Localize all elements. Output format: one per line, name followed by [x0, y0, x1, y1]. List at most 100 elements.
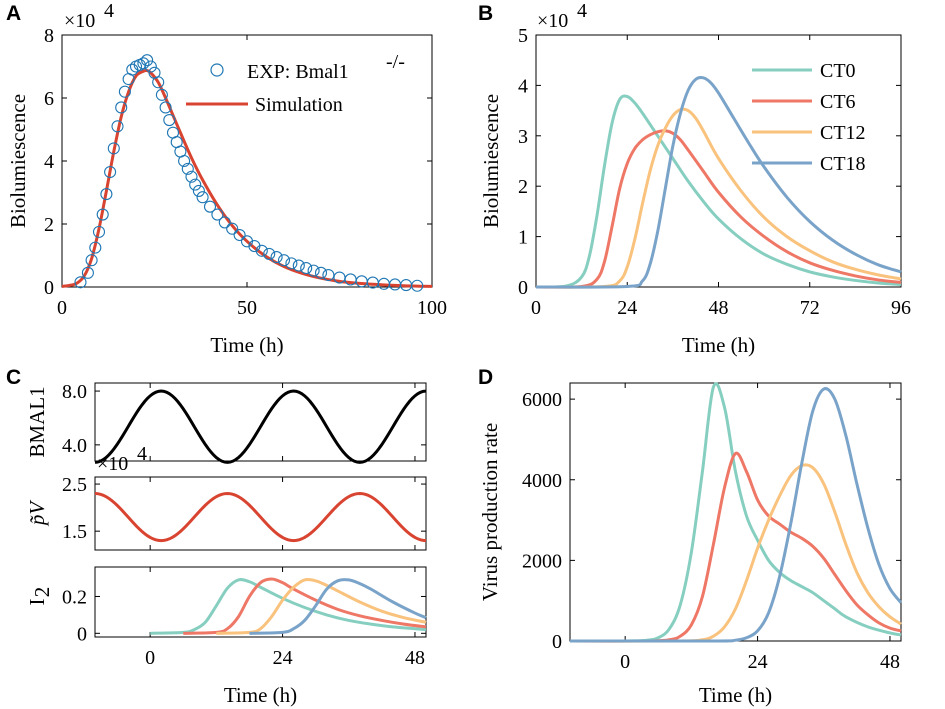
panel-a-ytick-label: 6: [44, 88, 54, 110]
panel-d-ytick-label: 0: [552, 631, 562, 653]
panel-a-exp-point: [152, 76, 165, 89]
panel-a-x-axis-label: Time (h): [210, 333, 283, 357]
panel-a-exponent-power: 4: [104, 0, 114, 22]
panel-a-exp-point: [107, 142, 120, 155]
panel-a-exp-point: [155, 88, 168, 101]
panel-c-i2-xtick-label: 0: [145, 647, 155, 669]
panel-a-exp-point: [100, 188, 113, 201]
panel-d-series-ct6: [569, 451, 902, 643]
panel-b-legend-label-ct12: CT12: [820, 122, 866, 144]
panel-b-ytick-label: 3: [518, 126, 528, 148]
panel-c-i2-axes-box: [94, 566, 427, 638]
panel-c-bmal1-ytick-label: 4.0: [62, 435, 87, 457]
panel-a-ytick-label: 0: [44, 277, 54, 299]
panel-a-legend-exp-superscript: -/-: [386, 51, 405, 73]
panel-b-ytick-label: 1: [518, 227, 528, 249]
panel-a-y-axis-label: Biolumiescence: [6, 94, 30, 228]
panel-b-chart: 0 24 48 72 96 0 1 2 3 4 5 ×10 4 Time (h) Biolumiescenc…: [479, 0, 911, 357]
panel-d-xtick-label: 48: [880, 651, 900, 673]
panel-c-i2-ytick-label: 0.2: [62, 586, 87, 608]
panel-a-exp-point: [81, 266, 94, 279]
panel-a-exp-point: [355, 275, 368, 288]
panel-c-i2-series-ct12: [216, 577, 427, 635]
panel-d-y-axis-label: Virus production rate: [478, 423, 502, 601]
panel-c-i2-xtick-label: 48: [405, 647, 425, 669]
panel-a-ytick-label: 2: [44, 214, 54, 236]
panel-b-legend-label-ct6: CT6: [820, 91, 856, 113]
panel-a-exp-point: [92, 225, 106, 238]
panel-d-x-axis-label: Time (h): [699, 683, 772, 707]
panel-a-legend-exp-label: EXP: Bmal1: [247, 61, 349, 83]
panel-c-pv-axes-box: [94, 476, 427, 551]
panel-c-i2-series-ct18: [249, 578, 427, 635]
panel-a-exp-point: [144, 60, 157, 73]
panel-c-bmal1-axes-box: [94, 382, 427, 462]
panel-d-ytick-label: 6000: [522, 389, 562, 411]
panel-c-i2-series-ct0: [150, 578, 427, 635]
panel-a-exp-point: [118, 85, 131, 98]
panel-c-pv-exponent-power: 4: [137, 443, 147, 465]
panel-c-pv-ytick-label: 1.5: [62, 521, 87, 543]
panel-a-exp-point: [233, 228, 246, 242]
panel-a-exp-point: [307, 264, 320, 277]
panel-a-exp-point: [85, 254, 98, 267]
panel-d-ytick-label: 2000: [522, 550, 562, 572]
panel-d-chart: 0 24 48 0 2000 4000 6000 Time (h) Virus producti…: [478, 382, 903, 707]
panel-b-legend-label-ct18: CT18: [820, 153, 866, 175]
panel-b-x-axis-label: Time (h): [682, 333, 755, 357]
panel-a-exp-point: [89, 241, 102, 254]
panel-d-xtick-label: 24: [748, 651, 768, 673]
panel-a-legend-sim-label: Simulation: [255, 94, 343, 116]
panel-c-i2-ytick-label: 0: [77, 623, 87, 645]
panel-a-ytick-label: 8: [44, 25, 54, 47]
panel-b-xtick-label: 96: [891, 297, 911, 319]
panel-b-ytick-label: 4: [518, 75, 528, 97]
panel-a-xtick-label: 100: [417, 297, 447, 319]
panel-a-exp-point: [111, 120, 124, 133]
panel-a-exp-point: [263, 247, 276, 260]
panel-b-legend-label-ct0: CT0: [820, 60, 856, 82]
panel-c-bmal1-y-axis-label: BMAL1: [25, 386, 49, 457]
panel-d-ytick-label: 4000: [522, 470, 562, 492]
panel-a-chart: 0 50 100 0 2 4 6 8 ×10 4 Time (h) Biolumiescence EXP…: [6, 0, 447, 357]
panel-b-series-ct12: [535, 107, 902, 289]
panel-c-pv-ytick-label: 2.5: [62, 474, 87, 496]
panel-a-exp-point: [196, 191, 209, 204]
panel-letter-d: D: [478, 366, 493, 389]
panel-a-exp-point: [104, 165, 117, 179]
panel-d-series-ct12: [569, 463, 902, 643]
panel-a-exp-point: [74, 276, 87, 289]
panel-a-exp-point: [189, 178, 202, 191]
panel-a-exp-point: [255, 244, 268, 257]
panel-a-exp-point: [159, 101, 172, 114]
panel-a-exp-point: [292, 259, 305, 272]
panel-c-chart: 4.0 8.0 BMAL1 1.5 2.5 ×10 4 p̃V 0 24 48 0 0.2 I2 Time …: [25, 381, 427, 707]
panel-b-series-ct0: [535, 94, 902, 289]
panel-b-ytick-label: 5: [518, 25, 528, 47]
panel-a-ytick-label: 4: [44, 151, 54, 173]
panel-b-exponent-power: 4: [577, 0, 587, 22]
panel-a-exp-point: [178, 154, 191, 168]
panel-a-xtick-label: 50: [237, 297, 257, 319]
panel-a-exp-point: [115, 101, 128, 114]
panel-b-series-ct6: [535, 129, 902, 289]
panel-d-series-ct0: [569, 382, 902, 643]
panel-a-exp-point: [314, 266, 328, 279]
panel-a-exp-point: [211, 208, 224, 221]
panel-letter-a: A: [6, 2, 21, 25]
panel-c-i2-y-axis-label: I: [25, 599, 49, 606]
panel-a-exp-point: [141, 54, 154, 67]
panel-c-i2-xtick-label: 24: [273, 647, 293, 669]
panel-a-exp-point: [218, 216, 231, 229]
panel-a-exp-point: [285, 257, 298, 270]
panel-b-xtick-label: 24: [617, 297, 637, 319]
panel-c-i2-series-ct6: [183, 577, 427, 635]
panel-a-exp-point: [185, 170, 198, 183]
panel-b-ytick-label: 2: [518, 176, 528, 198]
panel-a-xtick-label: 0: [57, 297, 67, 319]
panel-letter-b: B: [478, 2, 493, 25]
panel-c-pv-line: [94, 491, 427, 543]
panel-a-exp-point: [203, 200, 217, 213]
panel-b-xtick-label: 48: [709, 297, 729, 319]
